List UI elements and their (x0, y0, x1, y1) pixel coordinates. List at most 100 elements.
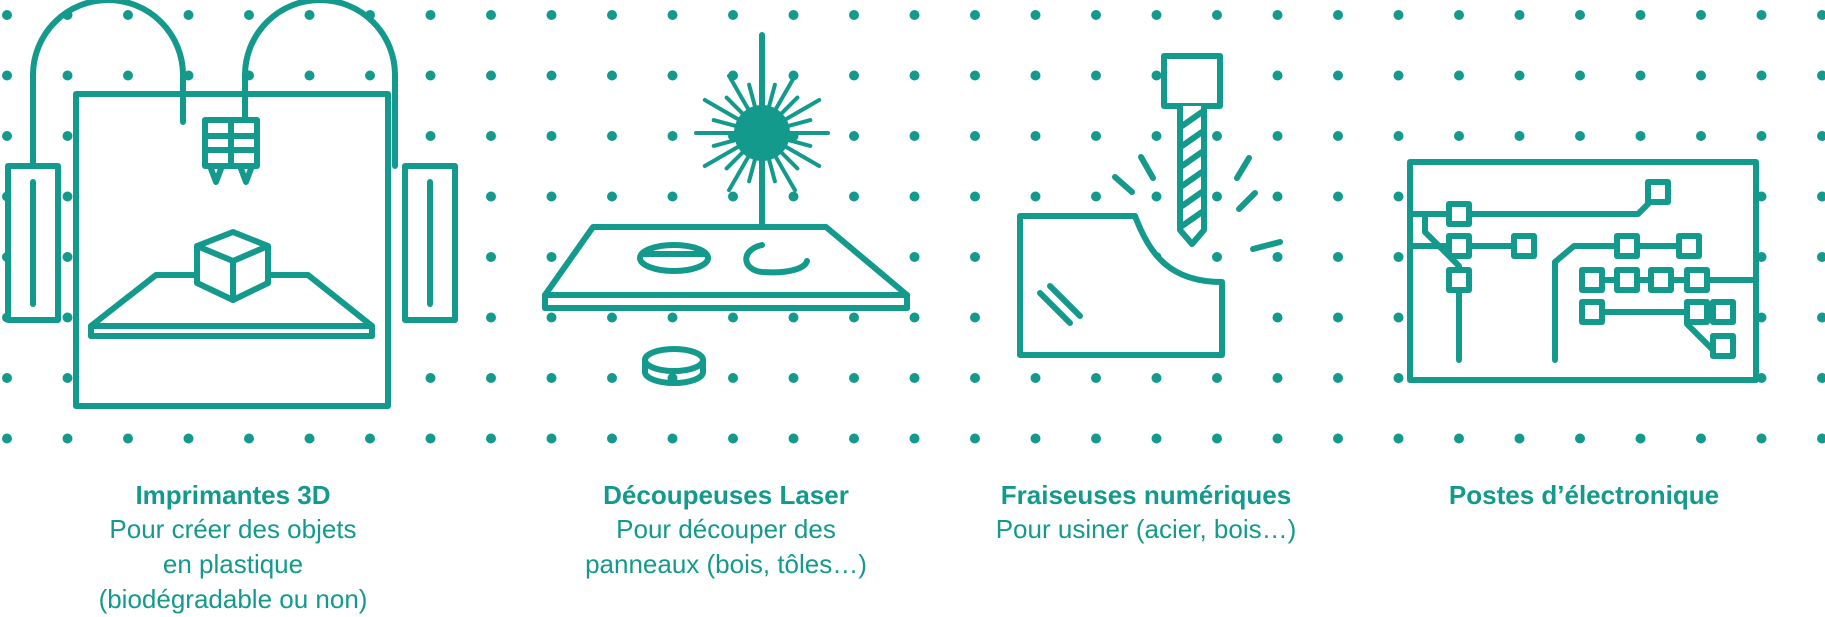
grid-dot (1030, 10, 1041, 20)
grid-dot (788, 10, 799, 20)
grid-dot (909, 252, 920, 262)
grid-dot (1817, 252, 1825, 262)
grid-dot (788, 373, 799, 383)
grid-dot (2, 433, 12, 444)
grid-dot (1575, 70, 1585, 81)
grid-dot (1151, 433, 1162, 444)
grid-dot (607, 10, 617, 20)
grid-dot (546, 433, 557, 444)
grid-dot (667, 70, 678, 81)
grid-dot (1514, 433, 1525, 444)
grid-dot (425, 433, 436, 444)
grid-dot (1514, 10, 1525, 20)
grid-dot (1696, 131, 1706, 141)
grid-dot (123, 70, 133, 81)
grid-dot (546, 312, 557, 323)
caption-3d-printers: Imprimantes 3D Pour créer des objets en … (23, 478, 443, 617)
grid-dot (1151, 191, 1162, 202)
grid-dot (1333, 191, 1343, 202)
caption-laser-cutters: Découpeuses Laser Pour découper des pann… (516, 478, 936, 582)
grid-dot (62, 70, 73, 81)
grid-dot (1696, 433, 1706, 444)
grid-dot (1817, 312, 1825, 323)
grid-dot (909, 191, 920, 202)
grid-dot (1272, 10, 1283, 20)
grid-dot (2, 373, 12, 383)
grid-dot (1635, 433, 1646, 444)
grid-dot (1575, 10, 1585, 20)
grid-dot (1635, 10, 1646, 20)
grid-dot (970, 373, 980, 383)
grid-dot (1091, 433, 1101, 444)
grid-dot (425, 373, 436, 383)
grid-dot (1333, 373, 1343, 383)
grid-dot (486, 252, 496, 262)
grid-dot (1696, 70, 1706, 81)
grid-dot (1817, 131, 1825, 141)
grid-dot (486, 312, 496, 323)
grid-dot (546, 373, 557, 383)
caption-line: Pour usiner (acier, bois…) (995, 514, 1297, 544)
grid-dot (1030, 70, 1041, 81)
grid-dot (1514, 70, 1525, 81)
electronics-station-icon (1407, 159, 1759, 383)
grid-dot (970, 433, 980, 444)
grid-dot (1393, 70, 1404, 81)
caption-electronics: Postes d’électronique (1374, 478, 1794, 512)
grid-dot (1696, 10, 1706, 20)
grid-dot (667, 131, 678, 141)
grid-dot (365, 70, 375, 81)
grid-dot (1393, 191, 1404, 202)
grid-dot (244, 433, 254, 444)
grid-dot (546, 252, 557, 262)
grid-dot (1393, 312, 1404, 323)
grid-dot (304, 70, 315, 81)
grid-dot (667, 191, 678, 202)
grid-dot (909, 312, 920, 323)
grid-dot (1030, 131, 1041, 141)
grid-dot (546, 191, 557, 202)
grid-dot (1212, 191, 1222, 202)
grid-dot (1817, 70, 1825, 81)
grid-dot (728, 433, 738, 444)
grid-dot (1454, 131, 1464, 141)
grid-dot (486, 373, 496, 383)
grid-dot (1756, 70, 1767, 81)
grid-dot (62, 191, 73, 202)
grid-dot (909, 10, 920, 20)
grid-dot (728, 373, 738, 383)
caption-title: Imprimantes 3D (135, 480, 331, 510)
grid-dot (1393, 433, 1404, 444)
grid-dot (62, 312, 73, 323)
grid-dot (304, 10, 315, 20)
caption-line: panneaux (bois, tôles…) (585, 549, 867, 579)
grid-dot (1272, 433, 1283, 444)
grid-dot (1272, 191, 1283, 202)
grid-dot (607, 131, 617, 141)
grid-dot (1151, 70, 1162, 81)
grid-dot (546, 10, 557, 20)
grid-dot (1212, 252, 1222, 262)
grid-dot (667, 10, 678, 20)
grid-dot (183, 433, 194, 444)
grid-dot (909, 131, 920, 141)
grid-dot (1333, 312, 1343, 323)
grid-dot (1393, 252, 1404, 262)
grid-dot (849, 10, 859, 20)
grid-dot (2, 10, 12, 20)
grid-dot (728, 191, 738, 202)
grid-dot (244, 10, 254, 20)
grid-dot (62, 131, 73, 141)
grid-dot (1091, 70, 1101, 81)
grid-dot (728, 10, 738, 20)
grid-dot (1756, 433, 1767, 444)
grid-dot (667, 433, 678, 444)
grid-dot (1212, 373, 1222, 383)
grid-dot (849, 191, 859, 202)
grid-dot (849, 70, 859, 81)
grid-dot (1635, 70, 1646, 81)
grid-dot (1091, 10, 1101, 20)
caption-line: en plastique (162, 549, 304, 579)
grid-dot (1333, 433, 1343, 444)
grid-dot (183, 10, 194, 20)
